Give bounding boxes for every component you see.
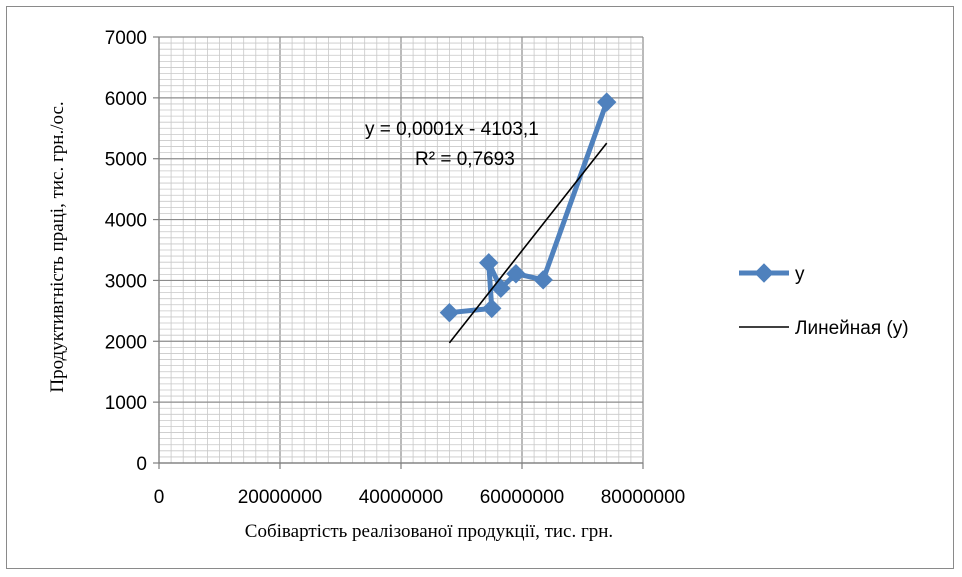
scatter-chart: 0 1000 2000 3000 4000 5000 6000 7000 0 20000000 40… — [47, 28, 909, 542]
y-tick-label: 0 — [136, 454, 147, 475]
x-tick-label: 20000000 — [238, 487, 323, 508]
x-tick-label: 60000000 — [480, 487, 565, 508]
y-tick-label: 5000 — [105, 150, 147, 171]
series-y — [439, 92, 617, 323]
series-y-point — [439, 302, 460, 323]
y-axis-title: Продуктивгність праці, тис. грн./ос. — [47, 101, 68, 392]
trendline-equation: y = 0,0001x - 4103,1 — [365, 119, 539, 140]
y-tick-label: 1000 — [105, 393, 147, 414]
legend-series-y-marker — [739, 263, 789, 283]
grid — [158, 36, 644, 464]
x-tick-label: 0 — [154, 487, 165, 508]
trendline-labels: y = 0,0001x - 4103,1 R² = 0,7693 — [365, 119, 539, 170]
series-y-point — [596, 92, 617, 112]
legend-series-y-diamond — [754, 263, 774, 283]
legend: y Линейная (y) — [739, 263, 909, 339]
y-tick-label: 6000 — [105, 89, 147, 110]
y-tick-label: 3000 — [105, 271, 147, 292]
x-axis-title: Собівартість реалізованої продукції, тис… — [245, 521, 613, 542]
series-y-point — [479, 253, 499, 273]
y-tick-label: 2000 — [105, 332, 147, 353]
series-y-point — [506, 264, 526, 284]
tick-labels: 0 1000 2000 3000 4000 5000 6000 7000 0 20000000 40… — [105, 28, 686, 508]
y-tick-label: 7000 — [105, 28, 147, 49]
trendline — [448, 142, 608, 344]
legend-trendline-label: Линейная (y) — [795, 318, 909, 339]
y-tick-label: 4000 — [105, 211, 147, 232]
trendline-line — [448, 142, 608, 344]
axes — [153, 36, 644, 469]
trendline-r-squared: R² = 0,7693 — [415, 149, 515, 170]
x-tick-label: 80000000 — [601, 487, 686, 508]
x-tick-label: 40000000 — [359, 487, 444, 508]
legend-series-y-label: y — [795, 264, 805, 285]
series-y-point — [482, 298, 502, 319]
series-y-point — [533, 270, 553, 290]
chart-frame: 0 1000 2000 3000 4000 5000 6000 7000 0 20000000 40… — [6, 6, 954, 569]
